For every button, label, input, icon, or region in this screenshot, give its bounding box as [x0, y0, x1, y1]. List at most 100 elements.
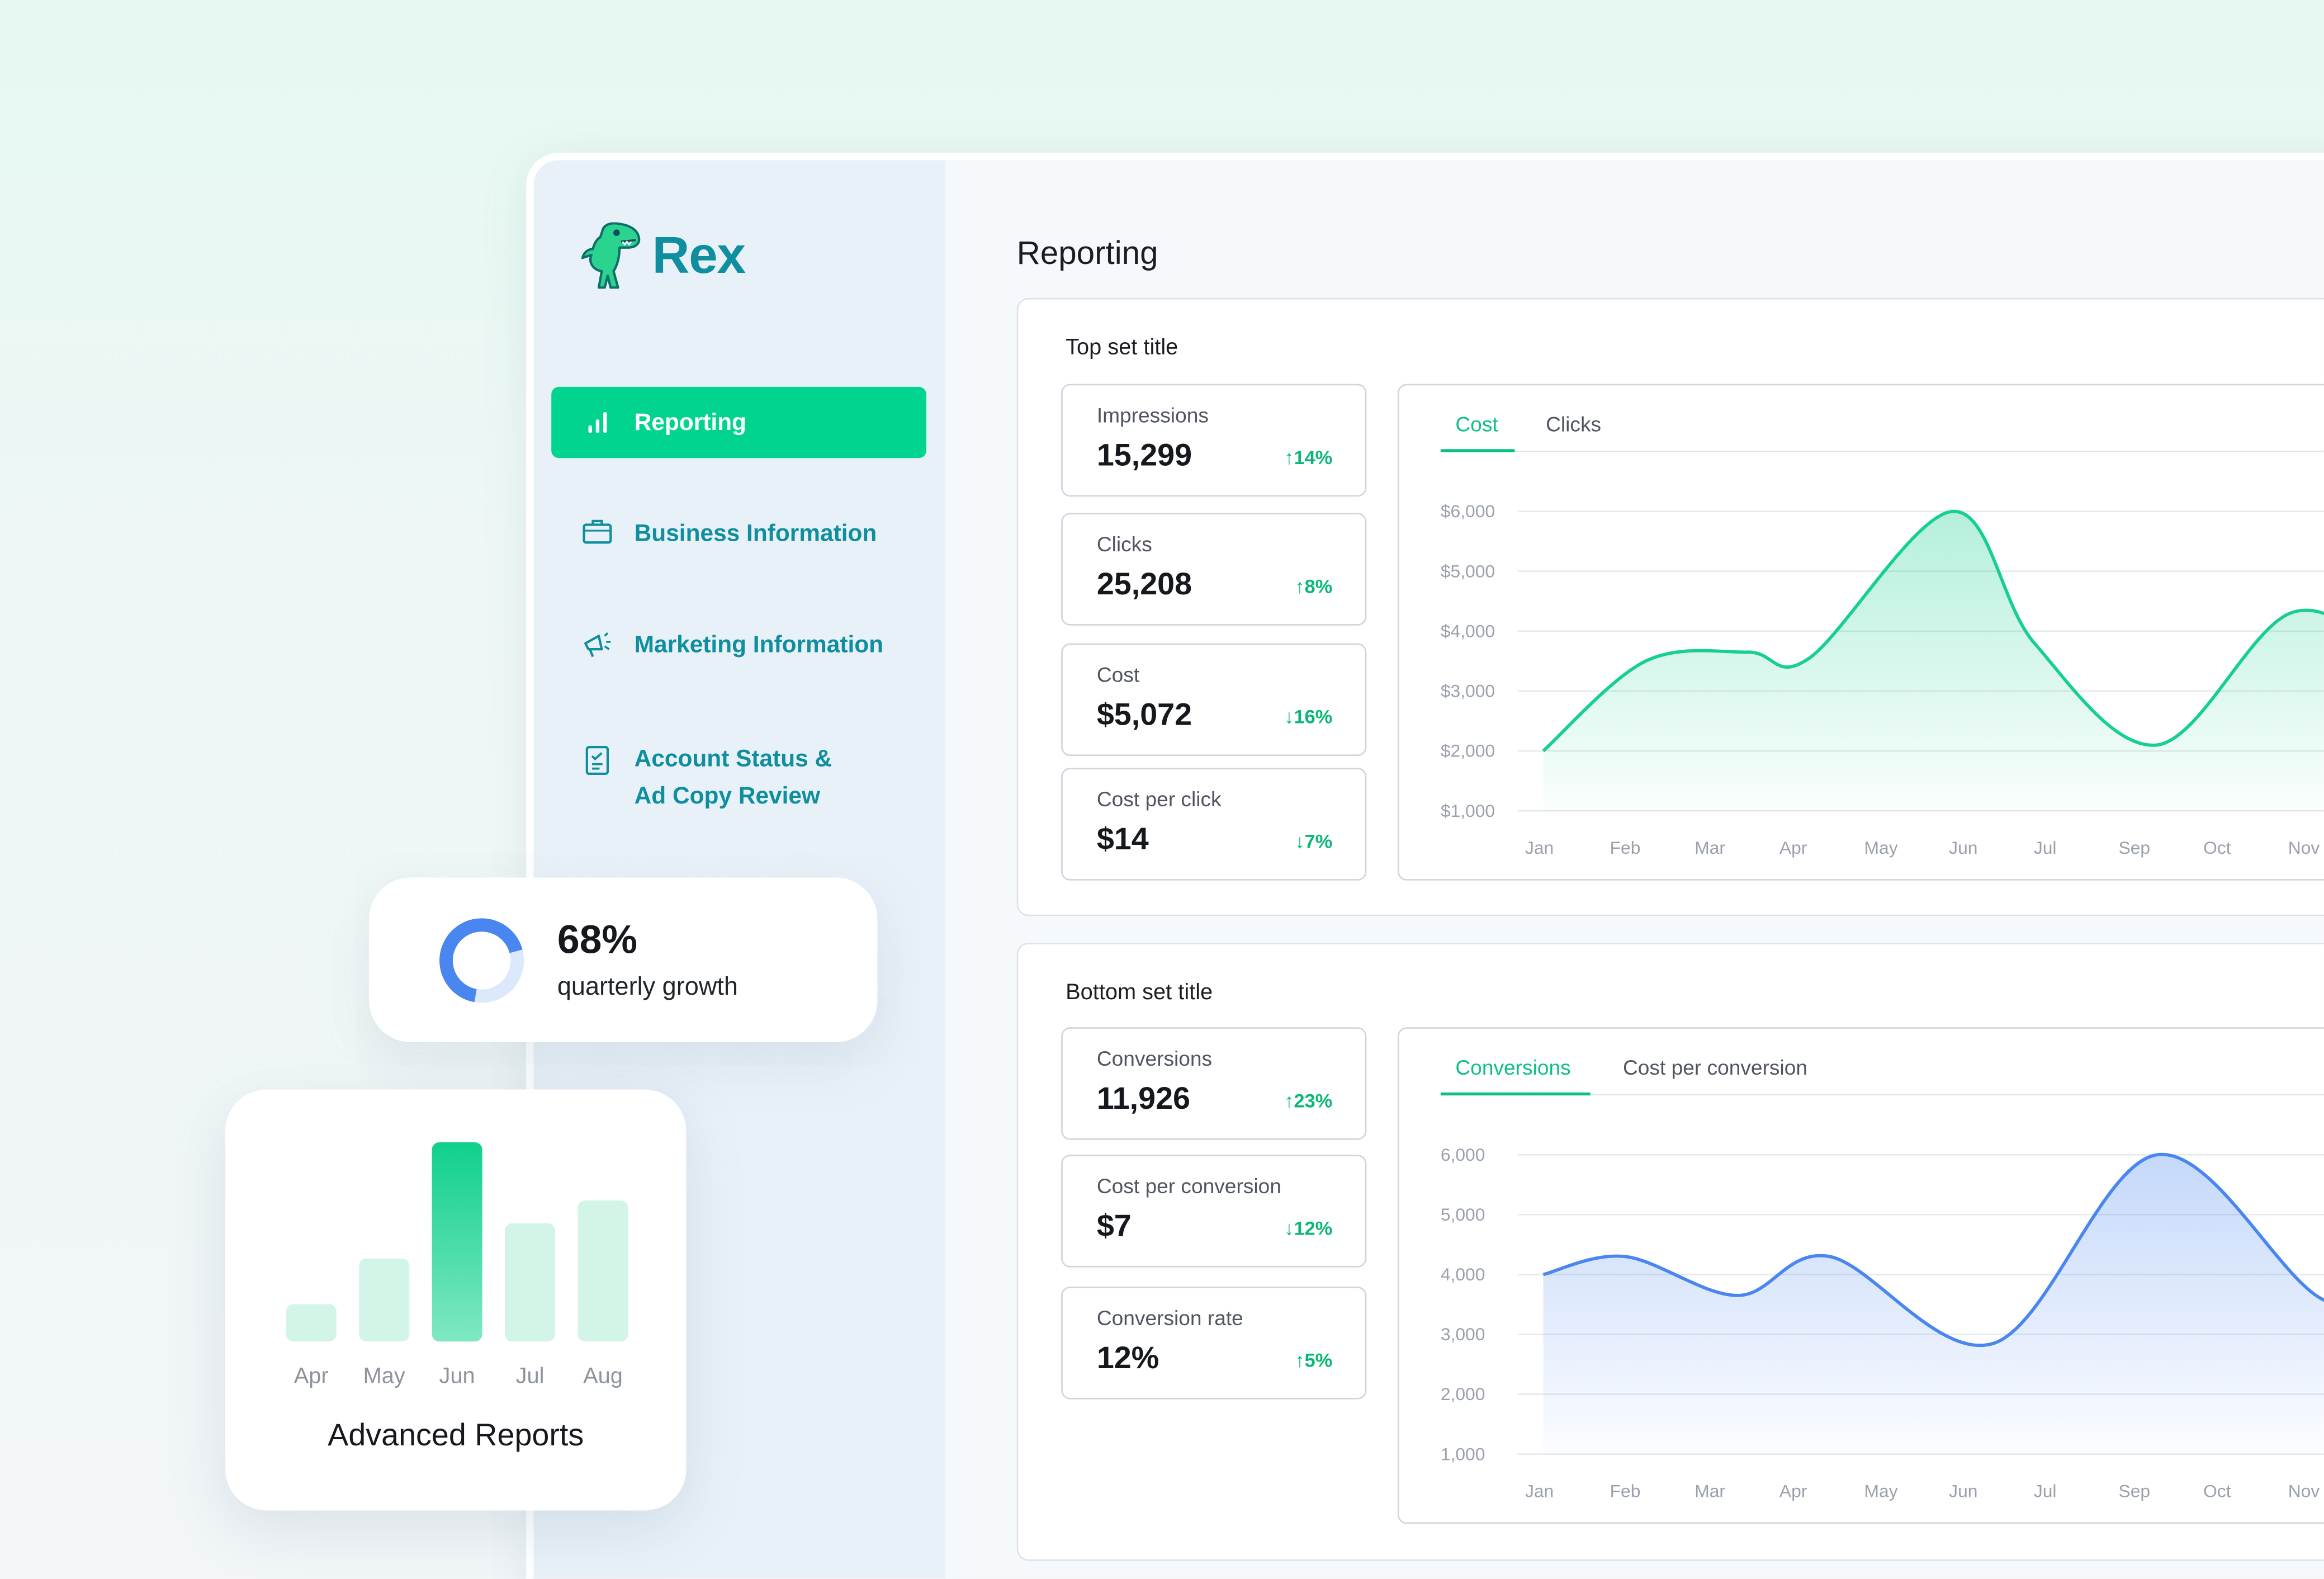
x-tick-label: Oct: [2203, 1481, 2231, 1501]
growth-value: 68%: [557, 918, 638, 962]
kpi-card-cost[interactable]: Cost $5,072 ↓16%: [1061, 643, 1367, 757]
kpi-delta: ↑23%: [1284, 1089, 1333, 1112]
bar-chart-icon: [588, 412, 607, 433]
kpi-value: 11,926: [1096, 1082, 1191, 1117]
y-tick-label: $3,000: [1441, 681, 1495, 701]
sidebar-item-reporting[interactable]: Reporting: [551, 386, 926, 458]
y-tick-label: 3,000: [1441, 1324, 1485, 1344]
tab-clicks[interactable]: Clicks: [1546, 412, 1602, 436]
kpi-delta: ↑8%: [1295, 575, 1333, 598]
growth-donut-icon: [439, 918, 524, 1003]
plot-area: [1518, 1140, 2324, 1454]
y-tick-label: $2,000: [1441, 741, 1495, 761]
sidebar-item-label-line2: Ad Copy Review: [634, 784, 821, 810]
kpi-label: Cost per conversion: [1096, 1174, 1281, 1198]
y-tick-label: $5,000: [1441, 561, 1495, 581]
x-tick-label: Apr: [1779, 1481, 1807, 1501]
kpi-value: $14: [1096, 822, 1149, 857]
x-tick-label: May: [1864, 838, 1898, 858]
y-tick-label: 6,000: [1441, 1145, 1485, 1165]
app-window: Rex Reporting Business Information: [526, 153, 2324, 1579]
active-tab-indicator: [1440, 449, 1515, 452]
y-tick-label: 5,000: [1441, 1204, 1485, 1225]
bottom-chart-box: Conversions Cost per conversion 6,000 5,0…: [1397, 1027, 2324, 1524]
kpi-value: $5,072: [1096, 698, 1192, 732]
quarterly-growth-card: 68% quarterly growth: [369, 877, 878, 1042]
y-tick-label: $1,000: [1441, 801, 1495, 821]
x-tick-label: Mar: [1695, 1481, 1725, 1501]
sidebar-item-business-information[interactable]: Business Information: [551, 516, 926, 553]
sidebar-item-marketing-information[interactable]: Marketing Information: [551, 627, 926, 664]
y-tick-label: $6,000: [1441, 501, 1495, 521]
kpi-value: 12%: [1096, 1341, 1159, 1376]
bar-apr: [286, 1304, 337, 1342]
bar-label: Aug: [583, 1363, 623, 1388]
top-chart-box: Cost Clicks $6,000 $5,000 $4,000 $3,000 $2,0…: [1397, 384, 2324, 881]
kpi-card-conversion-rate[interactable]: Conversion rate 12% ↑5%: [1061, 1287, 1367, 1400]
x-tick-label: Jun: [1949, 838, 1977, 858]
bottom-set-panel: Bottom set title Conversions 11,926 ↑23%…: [1016, 943, 2324, 1561]
bar-aug: [578, 1200, 628, 1342]
logo[interactable]: Rex: [578, 219, 746, 294]
sidebar-item-account-status[interactable]: Account Status & Ad Copy Review: [551, 741, 926, 816]
tab-conversions[interactable]: Conversions: [1455, 1055, 1571, 1080]
y-tick-label: 1,000: [1441, 1444, 1485, 1464]
kpi-label: Conversions: [1096, 1046, 1213, 1071]
donut-progress: [439, 918, 524, 1003]
top-set-panel: Top set title Impressions 15,299 ↑14% Cl…: [1016, 297, 2324, 916]
panel-title: Top set title: [1066, 335, 1178, 361]
plot-area: [1518, 497, 2324, 811]
x-tick-label: Oct: [2203, 838, 2231, 858]
series-line: [1542, 509, 2324, 753]
kpi-delta: ↓12%: [1284, 1217, 1333, 1240]
tab-divider: [1440, 1094, 2324, 1096]
advanced-reports-title: Advanced Reports: [328, 1419, 584, 1453]
app-name: Rex: [652, 226, 746, 285]
series-area: [1543, 1154, 2324, 1454]
tab-divider: [1440, 450, 2324, 452]
growth-label: quarterly growth: [557, 972, 738, 1001]
kpi-card-conversions[interactable]: Conversions 11,926 ↑23%: [1061, 1027, 1367, 1140]
panel-title: Bottom set title: [1066, 980, 1213, 1005]
y-tick-label: 4,000: [1441, 1264, 1485, 1284]
tab-cost-per-conversion[interactable]: Cost per conversion: [1622, 1055, 1808, 1080]
series-line: [1542, 1152, 2324, 1347]
x-tick-label: May: [1864, 1481, 1898, 1501]
x-tick-label: Feb: [1610, 1481, 1641, 1501]
x-tick-label: Jan: [1525, 1481, 1554, 1501]
kpi-label: Cost: [1096, 663, 1140, 687]
sidebar-item-label: Reporting: [634, 410, 746, 436]
kpi-card-cost-per-conversion[interactable]: Cost per conversion $7 ↓12%: [1061, 1155, 1367, 1268]
x-tick-label: Jan: [1525, 838, 1554, 858]
dinosaur-logo-icon: [581, 222, 641, 289]
kpi-delta: ↑14%: [1284, 446, 1333, 469]
advanced-reports-card[interactable]: Apr May Jun Jul Aug Advanced Reports: [225, 1089, 687, 1511]
kpi-card-cost-per-click[interactable]: Cost per click $14 ↓7%: [1061, 768, 1367, 881]
tab-cost[interactable]: Cost: [1455, 412, 1498, 436]
y-tick-label: $4,000: [1441, 621, 1495, 641]
kpi-card-clicks[interactable]: Clicks 25,208 ↑8%: [1061, 513, 1367, 626]
bar-may: [359, 1258, 410, 1342]
bar-label: Jul: [516, 1363, 545, 1388]
bar-label: Apr: [294, 1363, 329, 1388]
sidebar-item-label-line1: Account Status &: [634, 747, 832, 773]
kpi-card-impressions[interactable]: Impressions 15,299 ↑14%: [1061, 384, 1367, 497]
active-tab-indicator: [1440, 1092, 1591, 1096]
kpi-label: Impressions: [1096, 403, 1209, 427]
kpi-value: 15,299: [1096, 438, 1192, 473]
x-tick-label: Jul: [2034, 838, 2057, 858]
x-tick-label: Nov: [2288, 838, 2320, 858]
bar-label: Jun: [439, 1363, 475, 1388]
kpi-delta: ↓16%: [1284, 705, 1333, 728]
sidebar-item-label: Marketing Information: [634, 633, 884, 659]
x-tick-label: Sep: [2118, 1481, 2150, 1501]
megaphone-icon: [584, 632, 611, 658]
kpi-value: $7: [1096, 1209, 1132, 1244]
x-tick-label: Feb: [1610, 838, 1641, 858]
series-area: [1543, 511, 2324, 811]
kpi-value: 25,208: [1096, 568, 1192, 602]
kpi-label: Cost per click: [1096, 787, 1222, 811]
kpi-label: Conversion rate: [1096, 1306, 1243, 1330]
x-tick-label: Nov: [2288, 1481, 2320, 1501]
conversions-area-chart: 6,000 5,000 4,000 3,000 2,000 1,000 Jan Feb Mar A…: [1441, 1140, 2324, 1501]
